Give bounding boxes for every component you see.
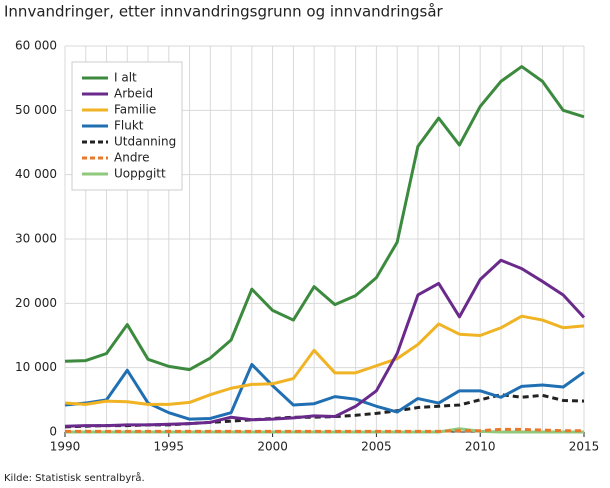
x-tick-label: 1995 (154, 440, 185, 454)
legend-label: Uoppgitt (114, 167, 166, 181)
y-tick-label: 30 000 (15, 232, 57, 246)
y-tick-label: 60 000 (15, 39, 57, 53)
legend-box (71, 61, 183, 191)
legend-label: Arbeid (114, 87, 153, 101)
legend-label: I alt (114, 71, 137, 85)
y-tick-label: 50 000 (15, 103, 57, 117)
y-tick-label: 10 000 (15, 360, 57, 374)
legend-label: Andre (114, 151, 149, 165)
series-line (64, 258, 586, 428)
chart-title: Innvandringer, etter innvandringsgrunn o… (4, 3, 444, 21)
series-line (65, 427, 584, 433)
y-tick-label: 40 000 (15, 167, 57, 181)
x-tick-label: 2010 (465, 440, 496, 454)
y-tick-label: 20 000 (15, 296, 57, 310)
x-tick-label: 2015 (569, 440, 600, 454)
legend-label: Flukt (114, 119, 144, 133)
series-line (64, 314, 585, 406)
series-line (64, 362, 585, 421)
series-line (64, 65, 585, 372)
x-tick-label: 2000 (257, 440, 288, 454)
x-tick-label: 2005 (361, 440, 392, 454)
legend-label: Utdanning (114, 135, 176, 149)
series-line (65, 427, 584, 434)
x-tick-label: 1990 (50, 440, 81, 454)
legend-label: Familie (114, 103, 156, 117)
y-tick-label: 0 (49, 425, 57, 439)
source: Kilde: Statistisk sentralbyrå. (4, 471, 145, 484)
